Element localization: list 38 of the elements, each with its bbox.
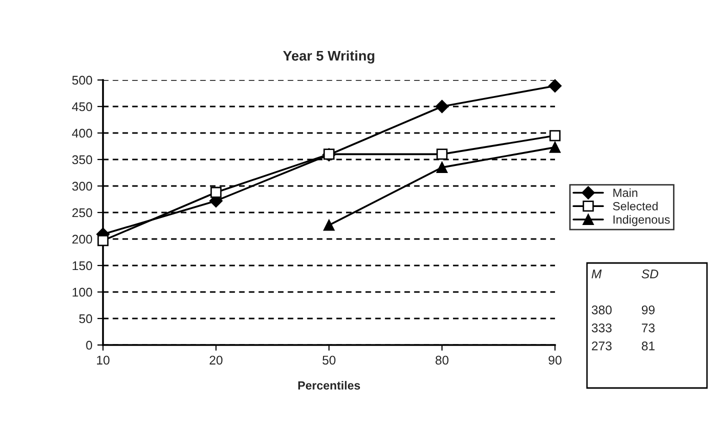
point	[436, 148, 448, 160]
x-tick-label: 90	[548, 356, 562, 365]
point	[549, 142, 561, 153]
point	[210, 186, 222, 198]
text: 99	[642, 306, 655, 314]
y-tick-label: 150	[72, 261, 92, 270]
x-tick-label: 50	[322, 356, 336, 365]
y-tick-label: 500	[72, 76, 92, 85]
y-tick-label: 250	[72, 208, 92, 218]
y-tick-label: 0	[86, 340, 92, 350]
y-tick-label: 400	[72, 128, 92, 138]
point	[97, 235, 109, 246]
x-tick-label: 10	[97, 356, 110, 365]
y-tick-label: 100	[72, 288, 92, 297]
y-tick-label: 50	[79, 314, 92, 324]
point	[323, 220, 335, 231]
chart-title: Year 5 Writing	[283, 50, 374, 64]
text: 273	[592, 342, 612, 350]
legend-label: Selected	[612, 202, 658, 210]
point	[435, 100, 449, 114]
text: M	[592, 270, 602, 278]
y-tick-label: 300	[72, 182, 92, 191]
y-tick-label: 450	[72, 102, 92, 112]
legend-label: Indigenous	[614, 215, 670, 226]
y-tick-label: 200	[72, 234, 92, 244]
y-tick-label: 350	[72, 155, 92, 164]
point	[548, 79, 562, 92]
legend-label: Main	[613, 188, 638, 198]
x-axis-title: Percentiles	[298, 380, 360, 390]
point	[436, 162, 448, 174]
text: SD	[642, 270, 658, 278]
x-tick-label: 80	[436, 356, 448, 365]
text: 81	[642, 342, 655, 350]
text: 73	[642, 324, 655, 332]
point	[549, 130, 561, 142]
x-tick-label: 20	[210, 356, 222, 365]
text: 333	[592, 324, 612, 332]
text: 380	[592, 306, 612, 314]
